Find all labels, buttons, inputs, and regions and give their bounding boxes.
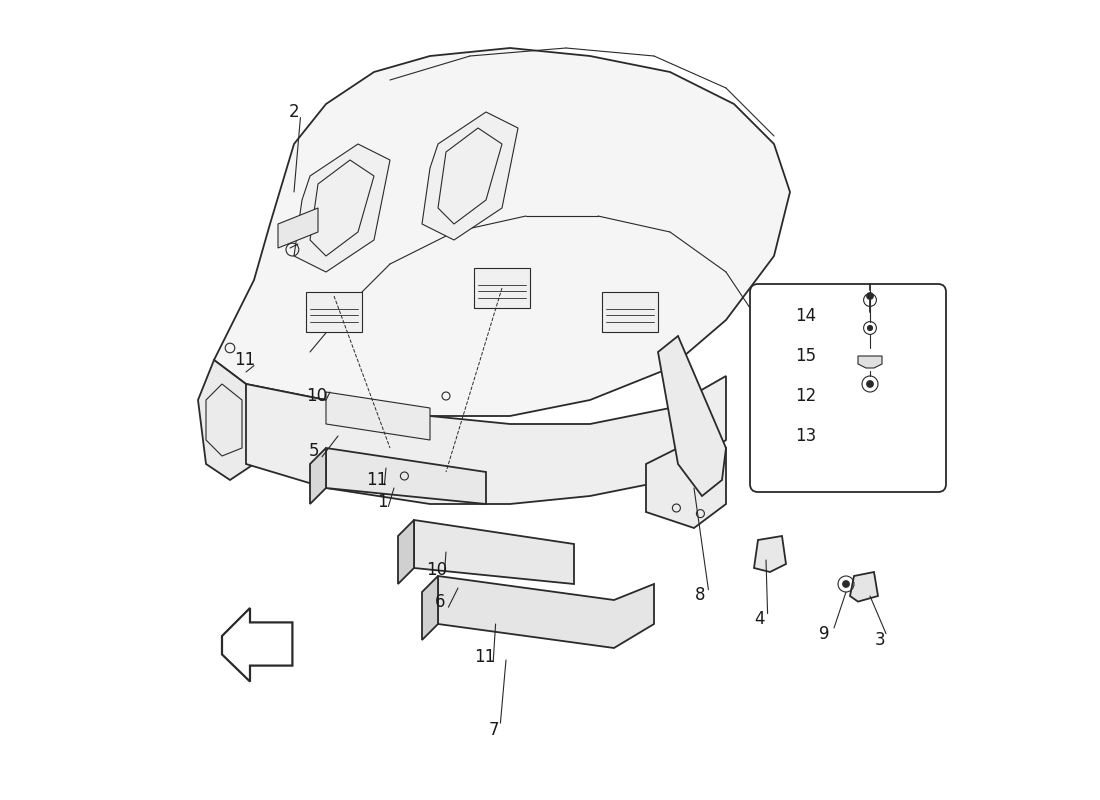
Polygon shape	[658, 336, 726, 496]
Polygon shape	[198, 360, 254, 480]
Polygon shape	[222, 608, 293, 682]
Text: 10: 10	[306, 387, 327, 405]
Text: 14: 14	[795, 307, 816, 325]
Polygon shape	[422, 112, 518, 240]
Text: 12: 12	[795, 387, 816, 405]
Polygon shape	[278, 208, 318, 248]
Polygon shape	[474, 268, 530, 308]
Polygon shape	[602, 292, 658, 332]
Text: 8: 8	[695, 586, 706, 604]
Polygon shape	[310, 448, 326, 504]
Text: 5: 5	[309, 442, 319, 460]
Circle shape	[867, 381, 873, 387]
Polygon shape	[294, 144, 390, 272]
Polygon shape	[246, 376, 726, 504]
Polygon shape	[398, 520, 414, 584]
Text: 9: 9	[820, 625, 829, 642]
FancyBboxPatch shape	[750, 284, 946, 492]
Text: 15: 15	[795, 347, 816, 365]
Polygon shape	[850, 572, 878, 602]
Polygon shape	[326, 392, 430, 440]
Polygon shape	[214, 48, 790, 416]
Text: 7: 7	[488, 721, 499, 738]
Circle shape	[867, 293, 873, 299]
Polygon shape	[306, 292, 362, 332]
Polygon shape	[438, 576, 654, 648]
Polygon shape	[422, 576, 438, 640]
Circle shape	[843, 581, 849, 587]
Text: 13: 13	[795, 427, 816, 445]
Polygon shape	[414, 520, 574, 584]
Polygon shape	[858, 356, 882, 368]
Polygon shape	[754, 536, 786, 572]
Polygon shape	[326, 448, 486, 504]
Text: 10: 10	[426, 562, 447, 579]
Text: 3: 3	[874, 631, 884, 649]
Text: 11: 11	[474, 648, 496, 666]
Text: 4: 4	[755, 610, 764, 628]
Text: 6: 6	[436, 594, 446, 611]
Text: 1: 1	[376, 493, 387, 510]
Circle shape	[868, 326, 872, 330]
Polygon shape	[646, 432, 726, 528]
Text: 11: 11	[234, 351, 255, 369]
Text: 2: 2	[288, 103, 299, 121]
Text: 11: 11	[366, 471, 387, 489]
